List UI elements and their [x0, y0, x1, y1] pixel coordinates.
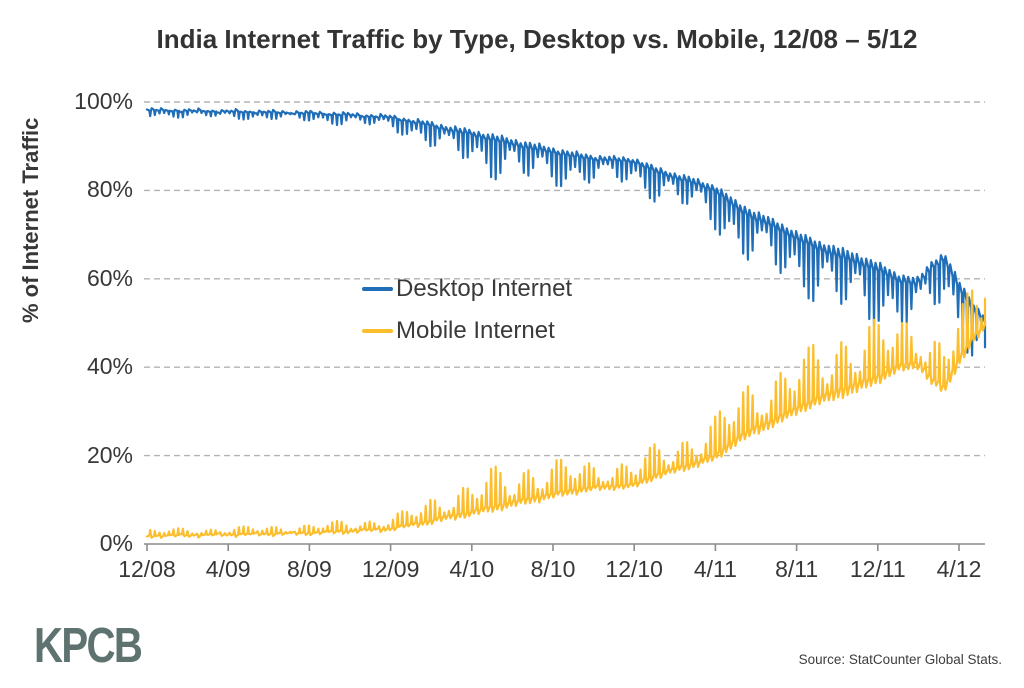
x-tick-label-4/11: 4/11 — [693, 556, 737, 582]
x-tick-label-12/11: 12/11 — [849, 556, 906, 582]
source-note: Source: StatCounter Global Stats. — [798, 652, 1002, 667]
legend-item-mobile: Mobile Internet — [362, 316, 572, 346]
mobile-line-swatch — [362, 329, 393, 333]
chart-legend: Desktop Internet Mobile Internet — [362, 274, 572, 358]
x-tick-label-4/12: 4/12 — [936, 556, 982, 582]
y-tick-label-60: 60% — [86, 264, 133, 291]
x-tick-label-8/11: 8/11 — [775, 556, 819, 582]
y-axis-tick-labels: 0% 20% 40% 60% 80% 100% — [0, 0, 133, 620]
y-tick-label-80: 80% — [86, 176, 133, 203]
x-tick-label-12/08: 12/08 — [118, 556, 176, 582]
kpcb-logo: KPCB — [34, 619, 143, 673]
y-tick-label-0: 0% — [99, 530, 133, 556]
chart-title: India Internet Traffic by Type, Desktop … — [156, 24, 918, 54]
legend-label-desktop: Desktop Internet — [396, 275, 573, 302]
y-tick-label-100: 100% — [74, 88, 133, 114]
desktop-internet-line — [145, 107, 987, 357]
x-tick-label-12/10: 12/10 — [605, 556, 663, 582]
legend-item-desktop: Desktop Internet — [362, 274, 572, 304]
legend-label-mobile: Mobile Internet — [396, 317, 555, 344]
x-tick-label-8/10: 8/10 — [530, 556, 576, 582]
mobile-internet-line — [145, 289, 987, 539]
y-tick-label-20: 20% — [86, 441, 133, 468]
x-tick-label-12/09: 12/09 — [361, 556, 420, 582]
x-tick-label-4/10: 4/10 — [449, 556, 495, 582]
x-tick-label-4/09: 4/09 — [205, 556, 251, 582]
desktop-line-swatch — [362, 287, 393, 291]
y-tick-label-40: 40% — [86, 353, 133, 380]
x-tick-label-8/09: 8/09 — [287, 556, 332, 582]
